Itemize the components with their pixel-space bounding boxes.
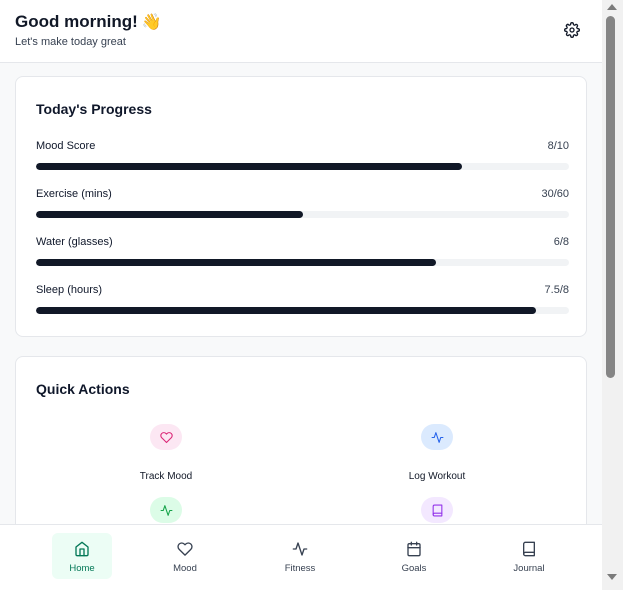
greeting-title: Good morning! 👋 [15, 12, 162, 32]
activity-icon [431, 432, 444, 443]
progress-value: 8/10 [547, 140, 569, 152]
header: Good morning! 👋 Let's make today great [0, 0, 602, 63]
wave-emoji: 👋 [141, 14, 162, 31]
book-icon [523, 541, 535, 557]
progress-fill [36, 163, 463, 170]
quick-action-fitness-button[interactable] [66, 497, 266, 528]
nav-home[interactable]: Home [52, 533, 112, 579]
nav-label: Journal [513, 563, 545, 574]
progress-row-exercise: Exercise (mins) 30/60 [36, 188, 569, 218]
nav-label: Mood [173, 563, 197, 574]
greeting-subtitle: Let's make today great [15, 36, 126, 48]
nav-label: Fitness [284, 563, 316, 574]
quick-action-label: Track Mood [139, 471, 193, 482]
progress-value: 6/8 [553, 236, 569, 248]
progress-row-sleep: Sleep (hours) 7.5/8 [36, 284, 569, 314]
nav-label: Home [69, 563, 95, 574]
progress-track [36, 163, 569, 170]
heart-icon [160, 432, 173, 444]
quick-actions-title: Quick Actions [36, 381, 130, 397]
quick-action-icon-bg [421, 424, 453, 450]
progress-row-water: Water (glasses) 6/8 [36, 236, 569, 266]
quick-action-icon-bg [421, 497, 453, 523]
page-scrollbar[interactable] [602, 0, 623, 590]
scrollbar-thumb[interactable] [606, 16, 615, 378]
nav-label: Goals [401, 563, 427, 574]
progress-fill [36, 259, 436, 266]
heart-icon [177, 542, 193, 556]
progress-title: Today's Progress [36, 101, 152, 117]
quick-action-icon-bg [150, 424, 182, 450]
bottom-nav: Home Mood Fitness Goals [0, 524, 602, 590]
settings-button[interactable] [564, 22, 580, 38]
book-icon [432, 504, 443, 517]
progress-label: Water (glasses) [36, 236, 113, 248]
gear-icon [564, 22, 580, 38]
progress-label: Sleep (hours) [36, 284, 103, 296]
progress-track [36, 259, 569, 266]
progress-value: 7.5/8 [544, 284, 569, 296]
scroll-up-arrow-icon[interactable] [607, 4, 617, 10]
log-workout-button[interactable]: Log Workout [337, 424, 537, 482]
progress-card: Today's Progress Mood Score 8/10 Exercis… [15, 76, 587, 337]
quick-action-icon-bg [150, 497, 182, 523]
nav-fitness[interactable]: Fitness [270, 533, 330, 579]
quick-action-journal-button[interactable] [337, 497, 537, 528]
app-root: Good morning! 👋 Let's make today great To… [0, 0, 602, 590]
track-mood-button[interactable]: Track Mood [66, 424, 266, 482]
progress-row-mood: Mood Score 8/10 [36, 140, 569, 170]
nav-journal[interactable]: Journal [499, 533, 559, 579]
nav-goals[interactable]: Goals [384, 533, 444, 579]
quick-actions-card: Quick Actions Track Mood Log Workout [15, 356, 587, 556]
progress-label: Exercise (mins) [36, 188, 112, 200]
home-icon [75, 541, 89, 557]
progress-fill [36, 307, 536, 314]
activity-icon [292, 542, 308, 556]
progress-track [36, 211, 569, 218]
nav-mood[interactable]: Mood [155, 533, 215, 579]
progress-fill [36, 211, 303, 218]
activity-icon [160, 505, 173, 516]
quick-action-label: Log Workout [408, 471, 466, 482]
progress-track [36, 307, 569, 314]
greeting-text: Good morning! [15, 12, 138, 31]
progress-value: 30/60 [541, 188, 569, 200]
calendar-icon [407, 541, 421, 557]
scroll-down-arrow-icon[interactable] [607, 574, 617, 580]
progress-label: Mood Score [36, 140, 96, 152]
